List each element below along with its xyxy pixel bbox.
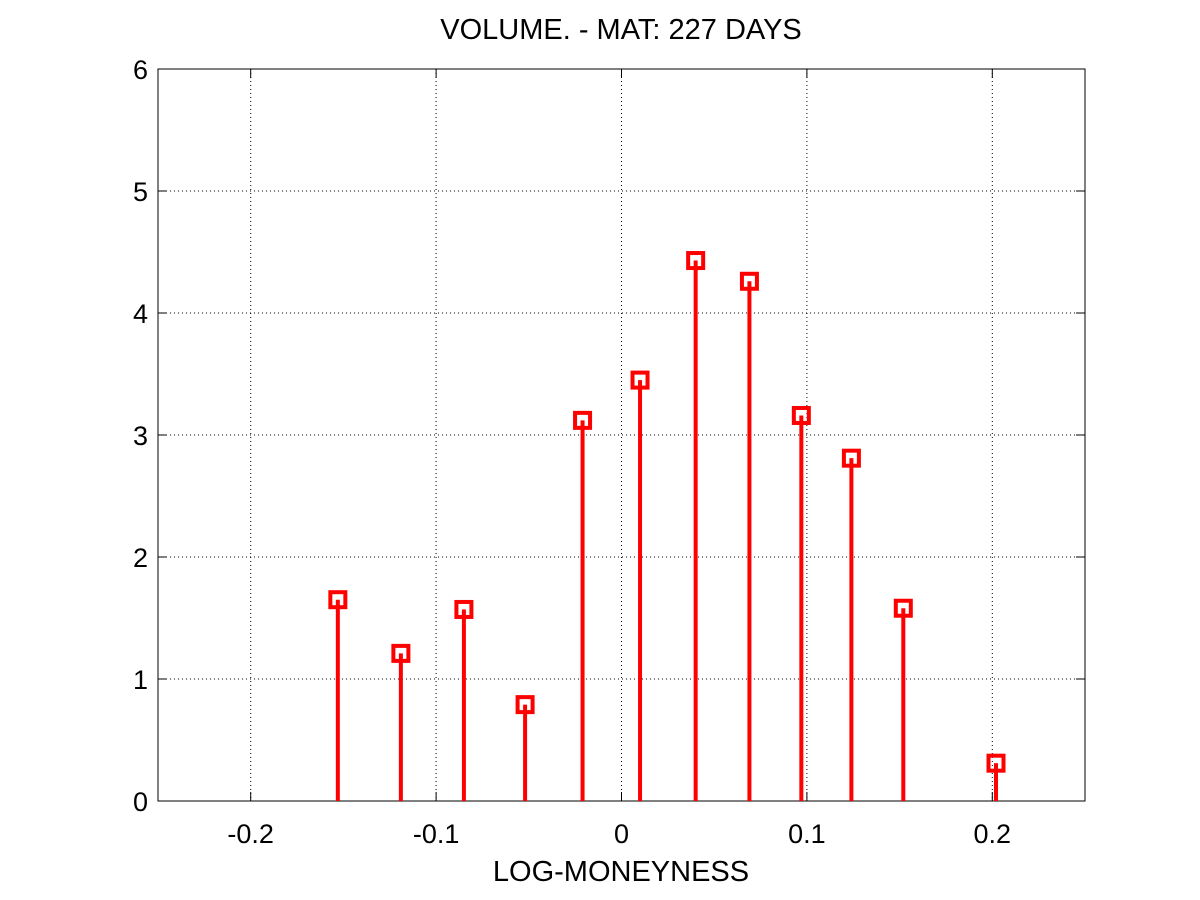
y-tick-label: 2 bbox=[133, 543, 148, 573]
stem-marker bbox=[893, 598, 913, 618]
stem-marker bbox=[515, 695, 535, 715]
y-tick-label: 3 bbox=[133, 421, 148, 451]
stem-marker bbox=[391, 643, 411, 663]
x-tick-label: -0.2 bbox=[227, 819, 274, 849]
x-tick-label: -0.1 bbox=[413, 819, 460, 849]
x-tick-label: 0 bbox=[614, 819, 629, 849]
x-tick-label: 0.2 bbox=[974, 819, 1012, 849]
stem-marker bbox=[739, 271, 759, 291]
y-tick-label: 4 bbox=[133, 299, 148, 329]
x-tick-label: 0.1 bbox=[788, 819, 826, 849]
y-tick-label: 5 bbox=[133, 177, 148, 207]
stem-marker bbox=[630, 370, 650, 390]
axis-ticks: -0.2 -0.1 0 0.1 0.2 0 1 2 3 4 5 6 bbox=[133, 55, 1085, 849]
stem-marker bbox=[986, 753, 1006, 773]
x-axis-label: LOG-MONEYNESS bbox=[493, 856, 749, 888]
stem-marker bbox=[841, 448, 861, 468]
stem-marker bbox=[328, 590, 348, 610]
chart-title: VOLUME. - MAT: 227 DAYS bbox=[440, 14, 802, 46]
plot-area-frame bbox=[157, 68, 1086, 802]
grid-lines bbox=[158, 68, 1085, 801]
stem-marker bbox=[791, 405, 811, 425]
stem-marker bbox=[573, 410, 593, 430]
stem-marker bbox=[686, 251, 706, 271]
stem-marker bbox=[454, 599, 474, 619]
y-tick-label: 6 bbox=[133, 55, 148, 85]
y-tick-label: 0 bbox=[133, 787, 148, 817]
y-tick-label: 1 bbox=[133, 665, 148, 695]
stem-series bbox=[328, 251, 1006, 801]
